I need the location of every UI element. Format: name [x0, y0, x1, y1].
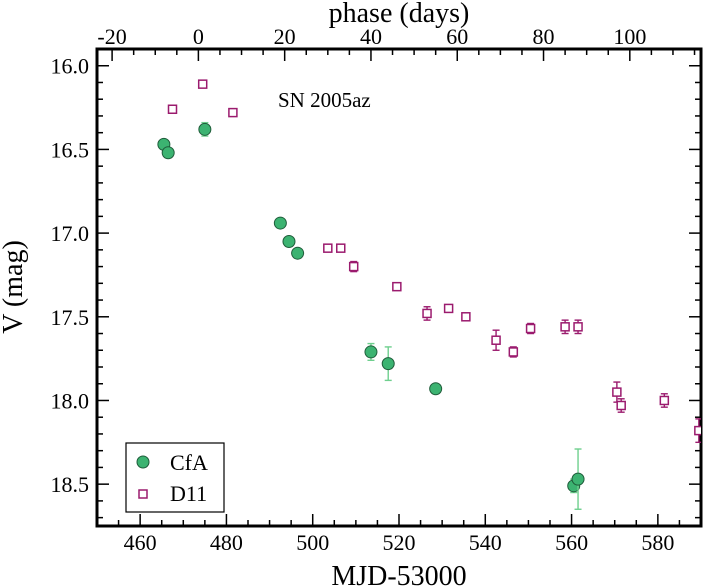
cfa-point	[291, 246, 305, 260]
top-tick-label: 60	[446, 24, 468, 49]
x-tick-label: 480	[210, 530, 243, 555]
y-tick-label: 18.0	[51, 388, 90, 413]
x-tick-label: 560	[555, 530, 588, 555]
legend-marker-cfa	[136, 455, 150, 469]
legend-marker-d11	[138, 489, 148, 499]
top-axis-title: phase (days)	[329, 0, 470, 29]
legend-label-cfa: CfA	[170, 450, 208, 475]
cfa-point	[381, 357, 395, 371]
d11-point	[461, 312, 471, 322]
y-tick-label: 18.5	[51, 472, 90, 497]
y-tick-label: 17.5	[51, 305, 90, 330]
top-tick-label: 20	[274, 24, 296, 49]
d11-point	[616, 400, 626, 411]
d11-point	[694, 425, 701, 436]
d11-point	[659, 395, 670, 406]
axis-ticks	[96, 48, 702, 526]
cfa-point	[161, 146, 175, 160]
top-tick-label: 80	[533, 24, 555, 49]
d11-point	[167, 104, 178, 115]
d11-point	[491, 335, 501, 345]
x-tick-label: 580	[641, 530, 674, 555]
cfa-point	[429, 382, 443, 396]
top-tick-label: 40	[360, 24, 382, 49]
d11-point	[323, 243, 333, 253]
d11-point	[228, 107, 238, 118]
x-tick-label: 500	[296, 530, 329, 555]
legend-box	[125, 442, 225, 513]
d11-point	[422, 308, 432, 319]
cfa-point	[273, 216, 287, 230]
d11-point	[336, 243, 346, 253]
top-tick-label: -20	[97, 24, 126, 49]
cfa-point	[282, 234, 296, 248]
cfa-point	[198, 122, 212, 136]
d11-point	[443, 303, 454, 314]
y-tick-label: 16.0	[51, 54, 90, 79]
x-tick-label: 460	[124, 530, 157, 555]
cfa-point	[364, 345, 378, 359]
x-tick-label: 540	[469, 530, 502, 555]
legend-label-d11: D11	[170, 481, 207, 506]
d11-point	[348, 261, 359, 272]
d11-point	[573, 322, 583, 332]
x-axis-title: MJD-53000	[331, 561, 466, 587]
y-tick-label: 17.0	[51, 221, 90, 246]
annotation-label: SN 2005az	[278, 88, 371, 112]
y-axis-title: V (mag)	[0, 240, 29, 334]
cfa-point	[571, 472, 585, 486]
d11-point	[525, 323, 536, 334]
d11-point	[560, 322, 570, 332]
x-tick-label: 520	[383, 530, 416, 555]
top-tick-label: 100	[613, 24, 646, 49]
top-tick-label: 0	[193, 24, 204, 49]
d11-point	[392, 281, 402, 292]
d11-point	[508, 347, 519, 357]
data-series	[157, 79, 701, 510]
legend: CfA D11	[125, 442, 225, 513]
d11-point	[612, 387, 622, 397]
y-tick-label: 16.5	[51, 137, 90, 162]
tick-labels: 460 480 500 520 540 560 580 -20 0 20 40 60 80 100 16.0…	[51, 24, 675, 555]
d11-point	[197, 79, 208, 89]
